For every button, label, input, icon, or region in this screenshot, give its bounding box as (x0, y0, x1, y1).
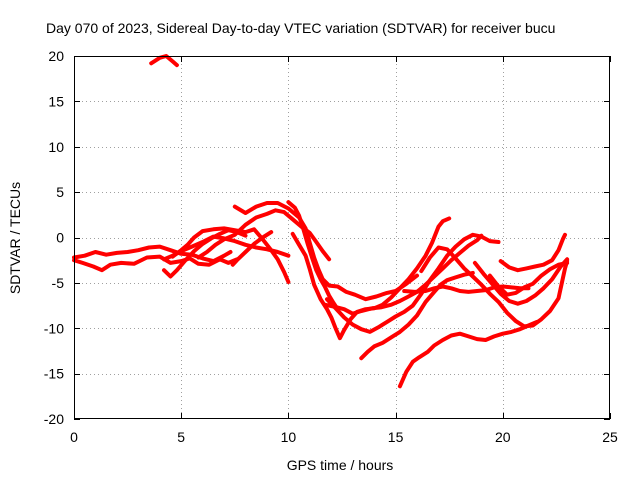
chart-title: Day 070 of 2023, Sidereal Day-to-day VTE… (46, 20, 555, 36)
y-tick-label: 15 (48, 93, 64, 109)
x-tick-label: 10 (281, 429, 297, 445)
y-tick-label: 20 (48, 48, 64, 64)
y-axis-ticks: 20 15 10 5 0 -5 -10 -15 -20 (44, 48, 610, 427)
series-line-arc-16 (402, 284, 531, 294)
series-line-arc-6 (170, 226, 291, 284)
grid (74, 56, 610, 419)
series-line-arc-7 (196, 208, 332, 262)
y-tick-label: 0 (56, 230, 64, 246)
plot-border (74, 56, 610, 419)
series-line-arc-14 (359, 270, 475, 361)
x-tick-label: 20 (495, 429, 511, 445)
x-axis-ticks: 0 5 10 15 20 25 (70, 56, 618, 445)
y-tick-label: -10 (44, 320, 64, 336)
x-tick-label: 15 (388, 429, 404, 445)
series-line-arc-19 (487, 260, 570, 297)
y-tick-label: -20 (44, 411, 64, 427)
x-tick-label: 0 (70, 429, 78, 445)
series-line-arc-12 (322, 233, 484, 316)
series-group (72, 54, 570, 389)
series-line-arc-10 (286, 200, 340, 312)
y-tick-label: -5 (52, 275, 65, 291)
series-line-arc-9 (232, 201, 419, 302)
series-line-arc-1 (149, 54, 179, 68)
y-tick-label: 10 (48, 139, 64, 155)
series-line-arc-3 (72, 254, 239, 273)
x-tick-label: 5 (177, 429, 185, 445)
series-line-arc-8 (230, 230, 274, 267)
series-line-arc-18 (472, 257, 570, 306)
x-axis-label: GPS time / hours (287, 457, 394, 473)
y-axis-label: SDTVAR / TECUs (7, 182, 23, 294)
x-tick-label: 25 (602, 429, 618, 445)
series-line-arc-13 (325, 232, 501, 334)
series-line-arc-2 (72, 244, 233, 264)
series-line-arc-15 (397, 319, 540, 389)
y-tick-label: -15 (44, 366, 64, 382)
series-line-arc-17 (419, 245, 570, 329)
y-tick-label: 5 (56, 184, 64, 200)
series-line-arc-20 (498, 232, 567, 273)
series-line-arc-11 (290, 216, 452, 341)
